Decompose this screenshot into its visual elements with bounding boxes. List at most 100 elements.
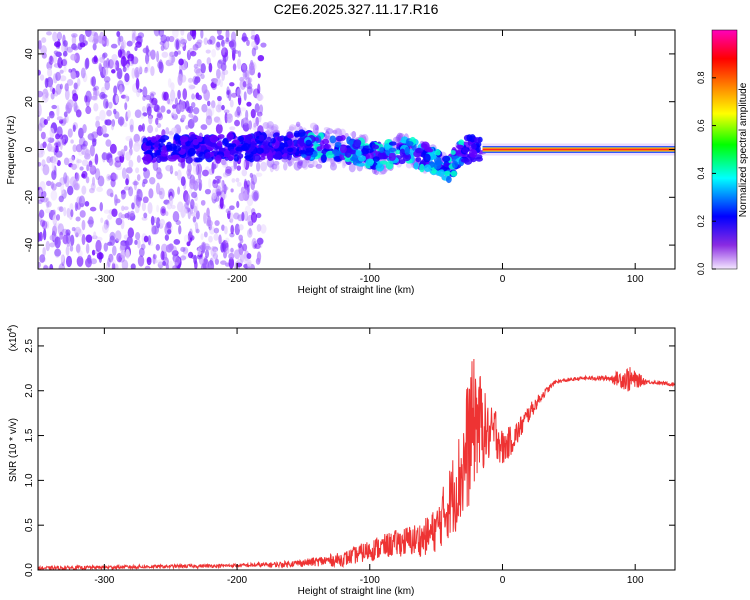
noise-blob: [192, 163, 199, 175]
noise-blob: [50, 181, 55, 189]
noise-blob: [212, 179, 217, 185]
ridge-blob: [388, 152, 397, 161]
noise-blob: [57, 222, 61, 229]
noise-blob: [234, 119, 240, 127]
noise-blob: [46, 116, 51, 122]
noise-blob: [65, 255, 73, 268]
noise-blob: [203, 37, 208, 46]
spectrogram-y-label: Frequency (Hz): [6, 116, 17, 185]
noise-blob: [246, 259, 252, 267]
ridge-blob: [395, 149, 401, 155]
ridge-blob: [161, 145, 167, 154]
noise-blob: [146, 61, 151, 73]
noise-blob: [125, 178, 129, 186]
noise-blob: [55, 71, 61, 82]
noise-blob: [155, 117, 159, 125]
noise-blob: [133, 30, 137, 41]
ridge-blob: [255, 147, 264, 154]
noise-blob: [53, 50, 59, 55]
noise-blob: [40, 45, 47, 56]
ridge-blob: [372, 156, 380, 162]
noise-blob: [164, 234, 169, 241]
noise-blob: [153, 30, 161, 37]
noise-blob: [70, 234, 75, 246]
noise-blob: [180, 176, 186, 187]
noise-blob: [266, 125, 274, 132]
noise-blob: [121, 259, 129, 269]
noise-blob: [195, 228, 200, 234]
noise-blob: [111, 259, 116, 264]
noise-blob: [88, 216, 94, 228]
noise-blob: [60, 254, 65, 263]
ridge-blob: [229, 148, 235, 156]
noise-blob: [45, 240, 50, 252]
noise-blob: [66, 46, 74, 53]
noise-blob: [128, 186, 134, 197]
noise-blob: [49, 146, 56, 153]
ridge-blob: [332, 149, 340, 155]
noise-blob: [246, 39, 250, 47]
noise-blob: [45, 93, 49, 99]
noise-blob: [293, 161, 302, 171]
noise-blob: [110, 172, 117, 182]
noise-blob: [103, 76, 111, 83]
noise-blob: [193, 67, 201, 74]
noise-blob: [170, 55, 176, 63]
noise-blob: [283, 162, 288, 171]
noise-blob: [126, 63, 130, 71]
noise-blob: [239, 79, 247, 90]
x-tick-label: -100: [360, 274, 380, 285]
noise-blob: [54, 139, 59, 147]
noise-blob: [172, 30, 179, 39]
noise-blob: [341, 158, 346, 169]
noise-blob: [76, 159, 82, 164]
noise-blob: [314, 124, 319, 131]
noise-blob: [256, 212, 262, 219]
noise-blob: [91, 76, 96, 87]
noise-blob: [271, 124, 279, 132]
noise-blob: [171, 113, 179, 120]
noise-blob: [156, 50, 160, 63]
noise-blob: [127, 227, 135, 239]
noise-blob: [258, 114, 262, 123]
ridge-blob: [450, 150, 456, 156]
noise-blob: [196, 94, 203, 101]
noise-blob: [162, 260, 167, 266]
noise-blob: [229, 126, 236, 131]
noise-blob: [180, 246, 186, 253]
noise-blob: [238, 224, 244, 231]
noise-blob: [79, 42, 86, 48]
ridge-blob: [258, 134, 265, 142]
noise-blob: [81, 233, 86, 246]
noise-blob: [65, 245, 70, 257]
noise-blob: [107, 175, 114, 181]
noise-blob: [121, 41, 125, 52]
noise-blob: [125, 135, 133, 142]
noise-blob: [72, 124, 76, 132]
y-tick-label: 1.5: [24, 428, 35, 442]
noise-blob: [151, 97, 158, 106]
noise-blob: [231, 92, 238, 98]
noise-blob: [269, 163, 274, 173]
noise-blob: [171, 112, 175, 119]
noise-blob: [52, 209, 56, 215]
noise-blob: [125, 167, 133, 174]
noise-blob: [300, 159, 308, 169]
ridge-blob: [442, 155, 451, 163]
noise-blob: [236, 58, 242, 70]
noise-blob: [161, 208, 166, 214]
noise-blob: [182, 88, 188, 101]
noise-blob: [295, 121, 301, 128]
noise-blob: [145, 53, 150, 65]
ridge-blob: [353, 139, 362, 147]
ridge-blob: [173, 134, 181, 140]
noise-blob: [160, 105, 166, 113]
noise-blob: [222, 172, 229, 178]
noise-blob: [231, 178, 236, 183]
ridge-blob: [215, 154, 222, 164]
noise-blob: [61, 58, 68, 66]
noise-blob: [220, 62, 227, 71]
noise-blob: [242, 80, 247, 88]
noise-blob: [161, 51, 169, 58]
noise-blob: [186, 207, 191, 213]
